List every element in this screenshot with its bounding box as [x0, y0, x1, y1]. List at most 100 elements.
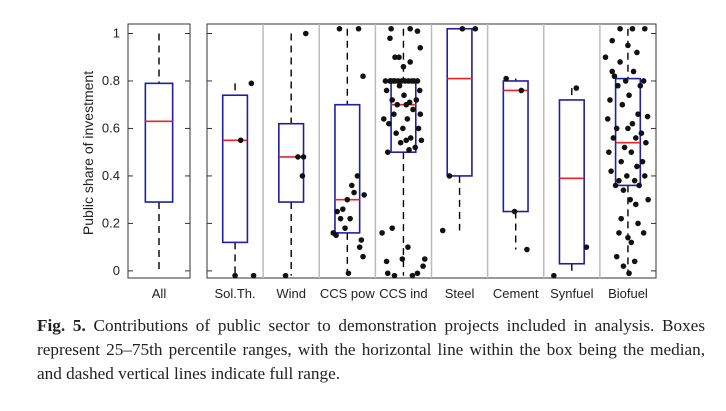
data-point	[625, 234, 631, 241]
data-point	[609, 68, 616, 75]
data-point	[620, 187, 627, 193]
data-point	[639, 158, 646, 165]
x-tick-label: CCS pow	[320, 286, 376, 301]
data-point	[641, 173, 648, 179]
data-point	[616, 230, 622, 236]
data-point	[632, 201, 639, 208]
data-point	[405, 244, 411, 250]
data-point	[361, 192, 367, 198]
data-point	[250, 272, 257, 279]
data-point	[612, 182, 619, 189]
data-point	[386, 120, 392, 127]
data-point	[616, 177, 622, 184]
y-tick-label: 1	[113, 25, 120, 40]
data-point	[295, 154, 301, 160]
data-point	[396, 54, 402, 61]
data-point	[410, 106, 416, 113]
data-point	[645, 196, 651, 203]
data-point	[420, 263, 426, 269]
data-point	[518, 87, 525, 94]
data-point	[416, 87, 423, 94]
data-point	[340, 206, 346, 212]
data-point	[627, 196, 633, 203]
data-point	[418, 137, 425, 144]
data-point	[459, 25, 466, 32]
y-tick-label: 0.2	[102, 215, 120, 230]
data-point	[334, 208, 341, 215]
data-point	[640, 230, 647, 236]
data-point	[232, 272, 238, 279]
data-point	[400, 125, 406, 132]
data-point	[618, 158, 625, 165]
data-point	[644, 113, 651, 120]
data-point	[621, 144, 628, 151]
data-point	[336, 25, 343, 32]
x-tick-label: Wind	[276, 286, 306, 301]
data-point	[412, 144, 419, 151]
data-point	[417, 111, 424, 118]
y-tick-label: 0.8	[102, 73, 120, 88]
data-point	[391, 111, 397, 118]
data-point	[415, 125, 422, 132]
data-point	[379, 230, 385, 236]
data-point	[551, 272, 557, 279]
x-tick-label: All	[152, 286, 167, 301]
data-point	[394, 101, 401, 108]
data-point	[413, 97, 420, 103]
data-point	[360, 73, 366, 80]
data-point	[380, 116, 387, 122]
data-point	[583, 244, 590, 250]
data-point	[382, 78, 389, 84]
data-point	[617, 25, 623, 32]
data-point	[360, 253, 366, 260]
box-Sol.Th.	[221, 94, 249, 244]
data-point	[615, 82, 621, 89]
data-point	[628, 149, 635, 155]
data-point	[472, 25, 479, 32]
data-point	[400, 63, 407, 70]
box-All	[144, 82, 174, 203]
data-point	[406, 99, 413, 106]
data-point	[407, 135, 414, 141]
data-point	[635, 220, 641, 227]
x-tick-label: Cement	[493, 286, 539, 301]
y-tick-label: 0.4	[102, 168, 120, 183]
data-point	[302, 30, 309, 37]
data-point	[606, 149, 612, 155]
data-point	[618, 215, 625, 222]
data-point	[248, 80, 255, 87]
x-tick-label: Sol.Th.	[214, 286, 255, 301]
data-point	[634, 163, 640, 170]
data-point	[609, 37, 616, 44]
data-point	[630, 68, 637, 75]
y-axis-label: Public share of investment	[80, 71, 96, 235]
box-Steel	[446, 27, 473, 177]
data-point	[636, 182, 642, 189]
data-point	[414, 78, 421, 84]
panel-frame	[127, 23, 191, 279]
data-point	[631, 177, 638, 184]
data-point	[629, 120, 636, 127]
data-point	[511, 208, 518, 215]
data-point	[396, 82, 403, 89]
data-point	[356, 244, 363, 250]
data-point	[358, 237, 365, 243]
data-point	[399, 256, 406, 262]
data-point	[383, 87, 390, 94]
data-point	[634, 49, 640, 56]
data-point	[622, 78, 629, 84]
box-CCS pow	[334, 103, 361, 234]
data-point	[414, 28, 421, 34]
data-point	[237, 137, 244, 144]
data-point	[407, 59, 413, 65]
data-point	[524, 246, 530, 253]
data-point	[619, 101, 626, 108]
data-point	[300, 154, 307, 160]
data-point	[439, 227, 446, 234]
data-point	[389, 225, 396, 231]
data-point	[345, 270, 352, 277]
data-point	[393, 130, 399, 136]
data-point	[626, 270, 632, 277]
box-Cement	[502, 80, 529, 213]
data-point	[610, 135, 617, 141]
